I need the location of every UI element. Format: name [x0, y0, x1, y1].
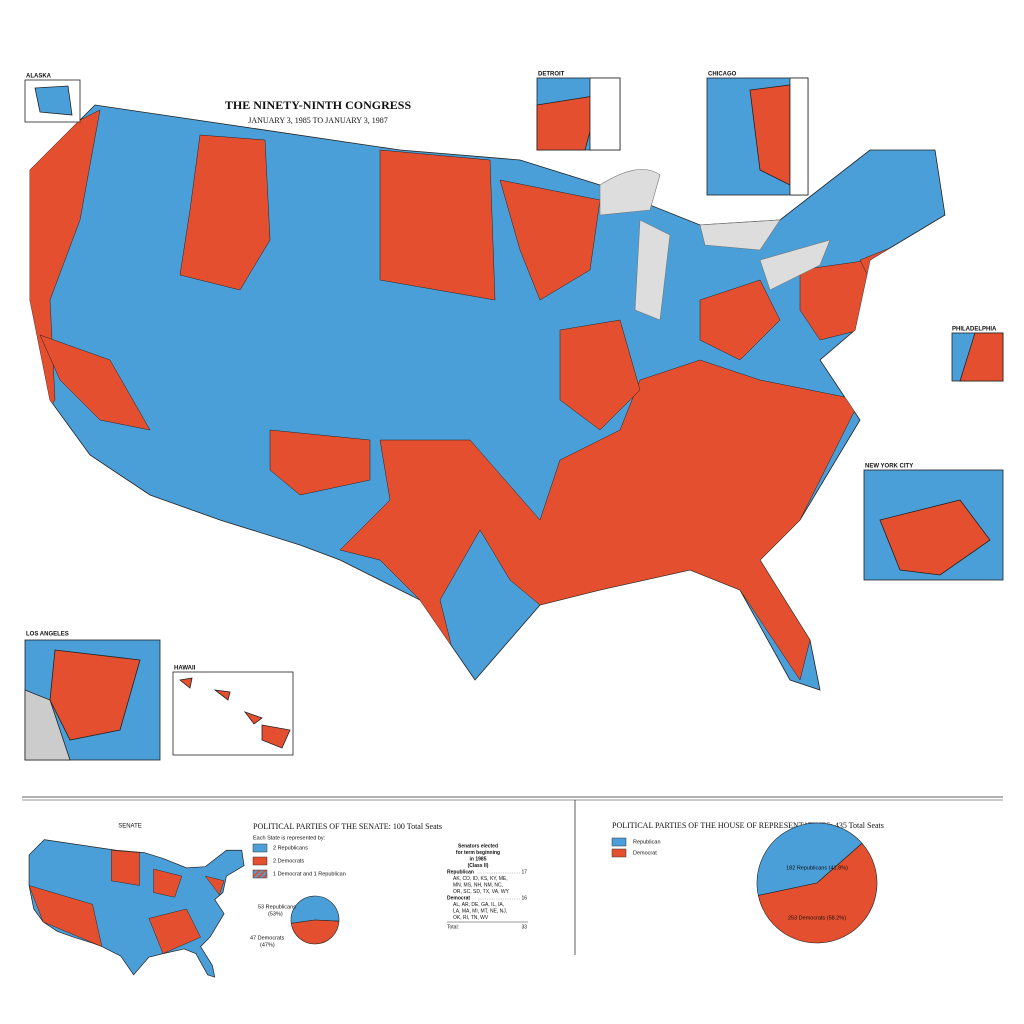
party-count: 16 — [521, 895, 527, 901]
senate-title: POLITICAL PARTIES OF THE SENATE: 100 Tot… — [253, 822, 442, 831]
inset-label: HAWAII — [174, 666, 196, 672]
state-list: MN, MS, NH, NM, NC, — [453, 882, 503, 888]
inset-label: ALASKA — [26, 74, 52, 80]
legend-label: 2 Democrats — [273, 858, 304, 864]
class-ii-heading: in 1985 — [470, 856, 487, 862]
legend-swatch — [252, 869, 268, 879]
subtitle: JANUARY 3, 1985 TO JANUARY 3, 1987 — [248, 116, 388, 125]
legend-swatch — [252, 843, 268, 853]
legend-label: 2 Republicans — [273, 845, 308, 851]
senate-map — [28, 839, 245, 978]
pie-label: 47 Democrats — [250, 935, 284, 941]
pie-label: (47%) — [260, 942, 275, 948]
legend-swatch — [611, 837, 627, 847]
pie-slice — [757, 842, 878, 944]
inset-label: LOS ANGELES — [26, 632, 69, 638]
party-label: Republican — [447, 869, 474, 875]
state-list: LA, MA, MI, MT, NE, NJ, — [453, 908, 507, 914]
pie-slice — [290, 895, 340, 924]
total-count: 33 — [521, 924, 527, 930]
title: THE NINETY-NINTH CONGRESS — [225, 98, 412, 112]
inset-label: CHICAGO — [708, 72, 737, 78]
legend-label: Democrat — [633, 850, 657, 856]
legend-label: 1 Democrat and 1 Republican — [273, 871, 346, 877]
inset-label: PHILADELPHIA — [952, 327, 997, 333]
state-list: OK, RI, TN, WV — [453, 915, 489, 921]
class-ii-heading: Senators elected — [458, 843, 498, 849]
main-map — [29, 104, 946, 691]
pie-label: (53%) — [268, 911, 283, 917]
pie-label: 53 Republicans — [258, 904, 296, 910]
pie-slice — [756, 822, 863, 896]
inset-label: NEW YORK CITY — [865, 464, 913, 470]
legend-label: Republican — [633, 839, 661, 845]
pie-slice — [290, 919, 340, 945]
house-title: POLITICAL PARTIES OF THE HOUSE OF REPRES… — [612, 821, 884, 830]
senate-legend-heading: Each State is represented by: — [253, 835, 326, 841]
pie-label: 182 Republicans (41.8%) — [786, 865, 848, 871]
class-ii-heading: (Class II) — [468, 863, 489, 869]
state-list: AK, CO, ID, KS, KY, ME, — [453, 876, 508, 882]
pie-label: 253 Democrats (58.2%) — [788, 915, 846, 921]
inset-label: DETROIT — [538, 72, 565, 78]
inset-frames — [24, 77, 1004, 761]
total-label: Total: — [447, 924, 459, 930]
party-label: Democrat — [447, 895, 470, 901]
legend-swatch — [611, 848, 627, 858]
state-list: OR, SC, SD, TX, VA, WY — [453, 889, 510, 895]
class-ii-heading: for term beginning — [456, 850, 500, 856]
state-list: AL, AR, DE, GA, IL, IA, — [453, 902, 504, 908]
legend-swatch — [252, 856, 268, 866]
party-count: 17 — [521, 869, 527, 875]
senate-map-label: SENATE — [118, 824, 142, 830]
